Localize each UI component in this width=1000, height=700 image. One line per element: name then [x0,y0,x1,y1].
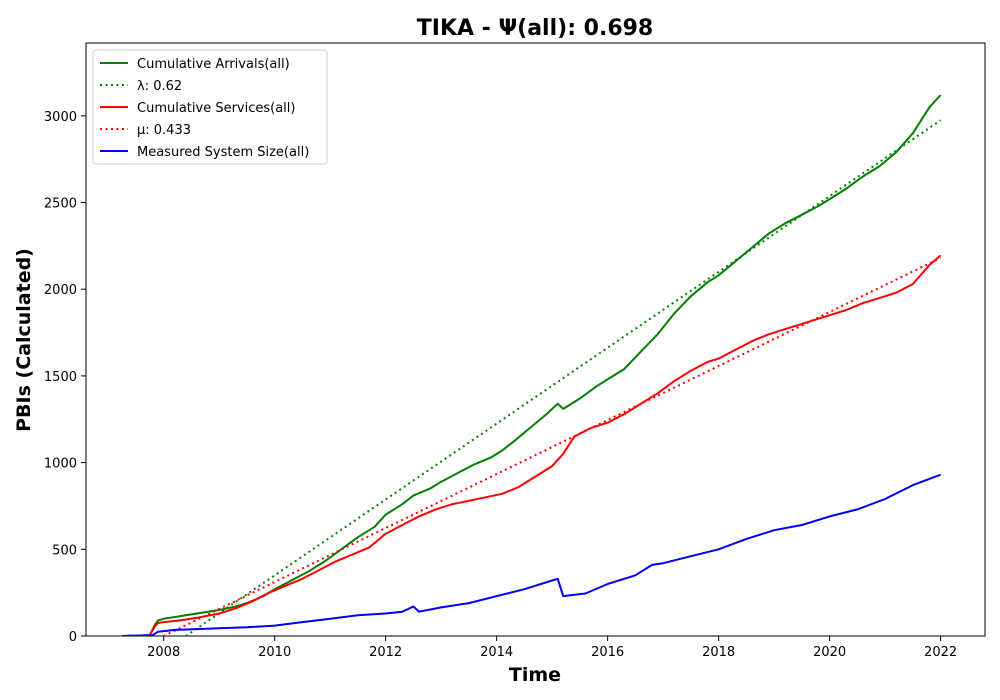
series-line-1 [185,119,942,636]
series-line-4 [122,473,941,636]
series-line-0 [122,94,942,636]
legend-label-4: Measured System Size(all) [137,145,309,160]
y-tick-label: 2500 [44,197,77,212]
x-tick-label: 2014 [480,645,513,660]
series-group [122,94,942,636]
legend: Cumulative Arrivals(all) λ: 0.62 Cumulativ… [92,49,328,165]
y-tick-label: 500 [52,543,77,558]
x-axis: 2008 2010 2012 2014 2016 2018 2020 2022 [147,636,957,660]
x-tick-label: 2020 [813,645,846,660]
x-tick-label: 2018 [702,645,735,660]
x-tick-label: 2022 [924,645,957,660]
y-tick-label: 0 [69,630,77,645]
y-tick-label: 3000 [44,110,77,125]
y-tick-label: 2000 [44,283,77,298]
x-tick-label: 2008 [147,645,180,660]
y-axis: 0 500 1000 1500 2000 2500 3000 [44,110,86,645]
series-line-3 [163,257,942,636]
legend-label-2: Cumulative Services(all) [137,101,295,116]
legend-label-0: Cumulative Arrivals(all) [137,57,290,72]
legend-box [92,49,328,165]
x-tick-label: 2010 [258,645,291,660]
chart-title: TIKA - Ψ(all): 0.698 [417,16,654,41]
y-tick-label: 1000 [44,457,77,472]
series-line-2 [122,254,942,636]
y-tick-label: 1500 [44,370,77,385]
legend-label-3: μ: 0.433 [137,123,191,138]
x-axis-label: Time [509,664,561,686]
legend-label-1: λ: 0.62 [137,79,182,94]
y-axis-label: PBIs (Calculated) [13,248,35,432]
x-tick-label: 2016 [591,645,624,660]
x-tick-label: 2012 [369,645,402,660]
